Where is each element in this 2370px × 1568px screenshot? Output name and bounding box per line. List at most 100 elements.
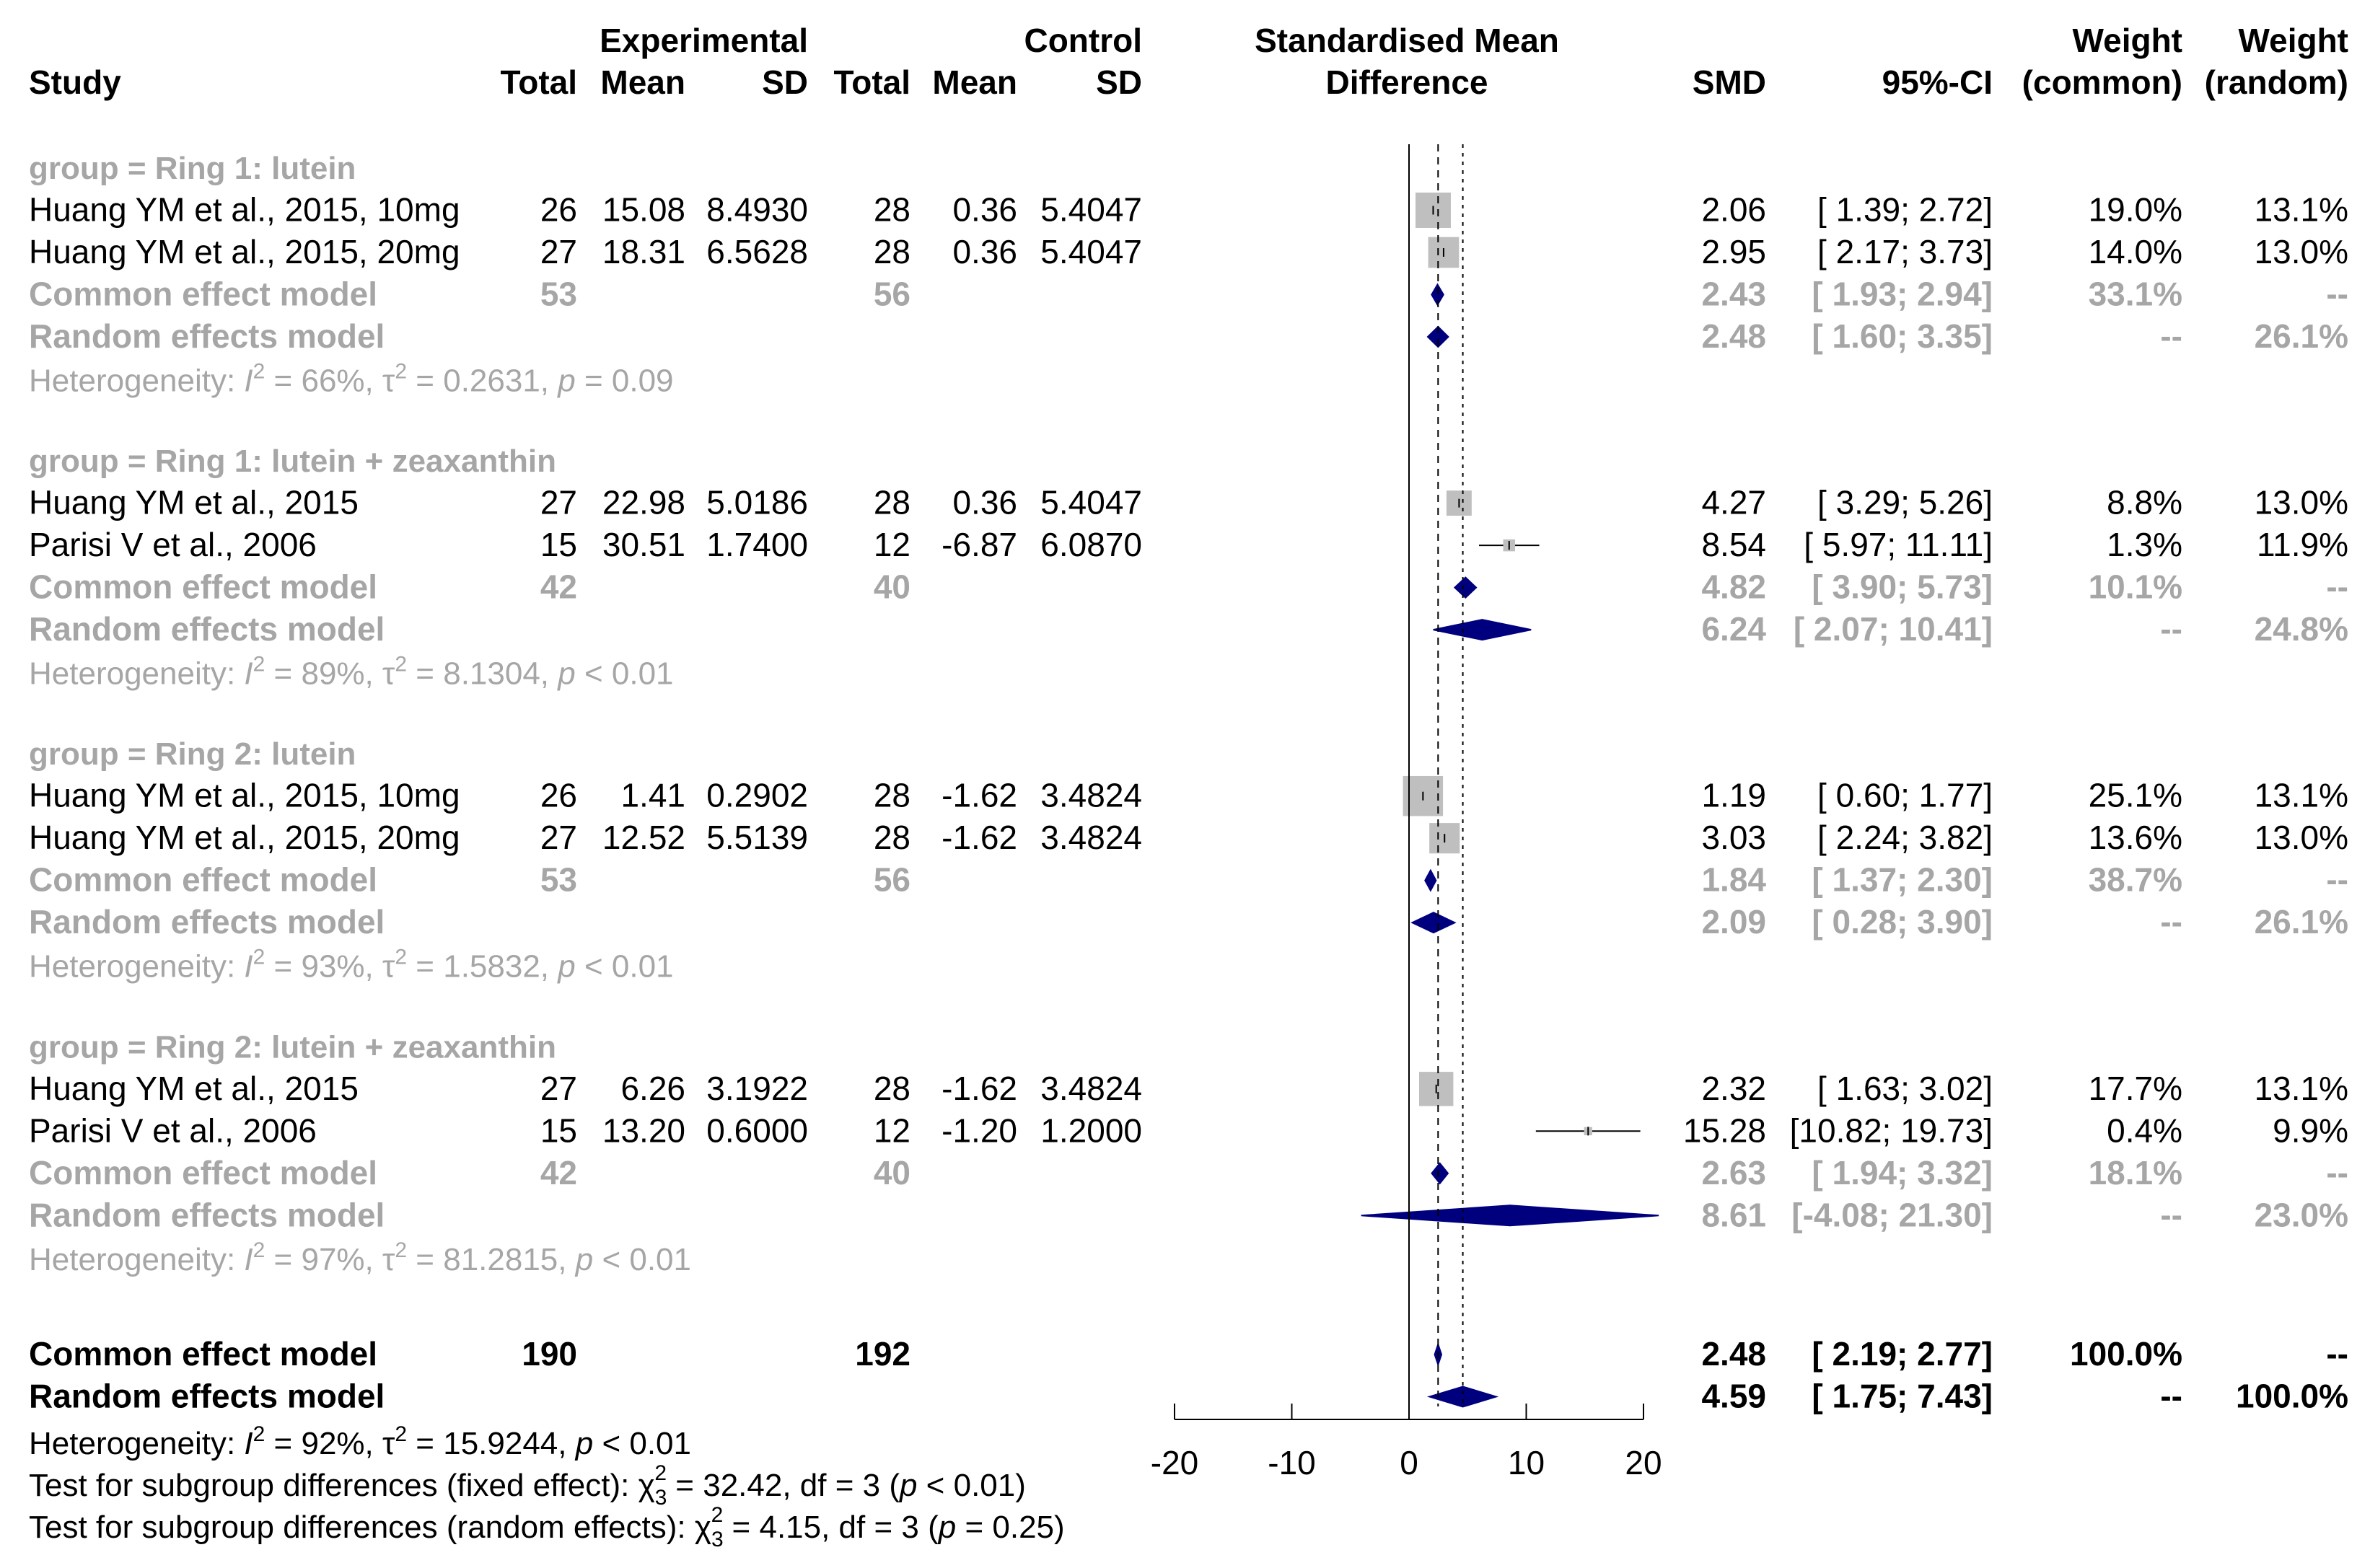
header-smd: SMD [1693, 63, 1766, 101]
common-weight-common: 10.1% [2089, 568, 2182, 606]
weight-common: 13.6% [2089, 819, 2182, 856]
random-model-label: Random effects model [29, 317, 385, 355]
ci-value: [ 2.17; 3.73] [1817, 233, 1993, 270]
plot-marks: -20 -10 0 10 20 [1151, 144, 1662, 1481]
common-model-label: Common effect model [29, 568, 377, 606]
common-weight-random: -- [2326, 861, 2348, 899]
common-weight-common: 18.1% [2089, 1154, 2182, 1192]
header-random: (random) [2205, 63, 2348, 101]
weight-common: 0.4% [2107, 1111, 2182, 1149]
heterogeneity-3: Heterogeneity: I2 = 97%, τ2 = 81.2815, p… [29, 1238, 691, 1277]
weight-random: 13.0% [2255, 819, 2348, 856]
random-smd: 2.09 [1701, 903, 1766, 941]
common-ci: [ 1.37; 2.30] [1812, 861, 1993, 899]
random-weight-random: 26.1% [2255, 317, 2348, 355]
weight-random: 11.9% [2257, 526, 2348, 563]
overall-heterogeneity: Heterogeneity: I2 = 92%, τ2 = 15.9244, p… [29, 1422, 691, 1461]
overall-common-label: Common effect model [29, 1335, 377, 1373]
ctl-mean: -1.62 [942, 1070, 1017, 1107]
header-plot-line2: Difference [1326, 63, 1488, 101]
random-weight-common: -- [2160, 1196, 2182, 1233]
random-weight-common: -- [2160, 903, 2182, 941]
table-rows: group = Ring 1: lutein Huang YM et al., 2… [29, 151, 2348, 1551]
smd-value: 2.95 [1701, 233, 1766, 270]
common-diamond-1 [1453, 576, 1478, 599]
test-subgroup-random: Test for subgroup differences (random ef… [29, 1503, 1065, 1551]
exp-total: 27 [540, 819, 577, 856]
x-tick-label: -10 [1268, 1444, 1315, 1481]
header-weight-common: Weight [2073, 22, 2182, 59]
exp-sd: 6.5628 [706, 233, 808, 270]
study-name: Huang YM et al., 2015 [29, 1070, 359, 1107]
exp-sd: 5.5139 [706, 819, 808, 856]
ci-value: [ 1.39; 2.72] [1817, 191, 1993, 229]
smd-value: 4.27 [1701, 484, 1766, 521]
common-model-label: Common effect model [29, 861, 377, 899]
overall-common-wc: 100.0% [2070, 1335, 2182, 1373]
ci-value: [ 1.63; 3.02] [1817, 1070, 1993, 1107]
x-tick-label: 0 [1400, 1444, 1418, 1481]
header-control: Control [1024, 22, 1142, 59]
ctl-sd: 6.0870 [1040, 526, 1142, 563]
overall-random-ci: [ 1.75; 7.43] [1812, 1378, 1993, 1415]
weight-common: 19.0% [2089, 191, 2182, 229]
ci-value: [ 2.24; 3.82] [1817, 819, 1993, 856]
study-name: Huang YM et al., 2015, 10mg [29, 191, 460, 229]
weight-common: 25.1% [2089, 777, 2182, 814]
overall-random-smd: 4.59 [1701, 1378, 1766, 1415]
ctl-sd: 3.4824 [1040, 777, 1142, 814]
exp-mean: 30.51 [602, 526, 685, 563]
common-diamond-2 [1424, 868, 1437, 892]
group-label: group = Ring 1: lutein + zeaxanthin [29, 444, 556, 479]
common-smd: 2.63 [1701, 1154, 1766, 1192]
common-smd: 2.43 [1701, 276, 1766, 313]
common-ci: [ 3.90; 5.73] [1812, 568, 1993, 606]
heterogeneity-0: Heterogeneity: I2 = 66%, τ2 = 0.2631, p … [29, 360, 674, 399]
random-weight-random: 23.0% [2255, 1196, 2348, 1233]
random-diamond-0 [1426, 325, 1449, 348]
exp-sd: 8.4930 [706, 191, 808, 229]
random-model-label: Random effects model [29, 1196, 385, 1233]
ctl-sd: 3.4824 [1040, 1070, 1142, 1107]
random-smd: 2.48 [1701, 317, 1766, 355]
weight-random: 13.0% [2255, 233, 2348, 270]
ci-value: [ 0.60; 1.77] [1817, 777, 1993, 814]
exp-total: 15 [540, 1111, 577, 1149]
random-ci: [ 1.60; 3.35] [1812, 317, 1993, 355]
common-weight-random: -- [2326, 1154, 2348, 1192]
weight-random: 9.9% [2273, 1111, 2348, 1149]
group-label: group = Ring 1: lutein [29, 151, 356, 186]
column-headers: Experimental Control Standardised Mean W… [29, 22, 2348, 101]
exp-mean: 18.31 [602, 233, 685, 270]
common-ci: [ 1.94; 3.32] [1812, 1154, 1993, 1192]
ctl-total: 28 [874, 233, 910, 270]
ctl-sd: 5.4047 [1040, 233, 1142, 270]
ctl-sd: 5.4047 [1040, 484, 1142, 521]
header-common: (common) [2022, 63, 2182, 101]
random-model-label: Random effects model [29, 610, 385, 648]
random-smd: 6.24 [1701, 610, 1766, 648]
common-weight-random: -- [2326, 276, 2348, 313]
ctl-mean: -1.20 [942, 1111, 1017, 1149]
common-ctl-total: 40 [874, 568, 910, 606]
exp-total: 26 [540, 191, 577, 229]
study-name: Huang YM et al., 2015, 20mg [29, 233, 460, 270]
exp-sd: 5.0186 [706, 484, 808, 521]
exp-total: 27 [540, 1070, 577, 1107]
overall-common-ci: [ 2.19; 2.77] [1812, 1335, 1993, 1373]
common-exp-total: 53 [540, 861, 577, 899]
header-ctl-total: Total [834, 63, 910, 101]
common-ctl-total: 40 [874, 1154, 910, 1192]
ctl-total: 12 [874, 526, 910, 563]
weight-random: 13.1% [2255, 1070, 2348, 1107]
ctl-sd: 1.2000 [1040, 1111, 1142, 1149]
exp-sd: 1.7400 [706, 526, 808, 563]
ctl-mean: -6.87 [942, 526, 1017, 563]
weight-random: 13.0% [2255, 484, 2348, 521]
overall-random-wc: -- [2160, 1378, 2182, 1415]
smd-value: 2.32 [1701, 1070, 1766, 1107]
exp-mean: 22.98 [602, 484, 685, 521]
common-weight-common: 38.7% [2089, 861, 2182, 899]
ctl-total: 12 [874, 1111, 910, 1149]
